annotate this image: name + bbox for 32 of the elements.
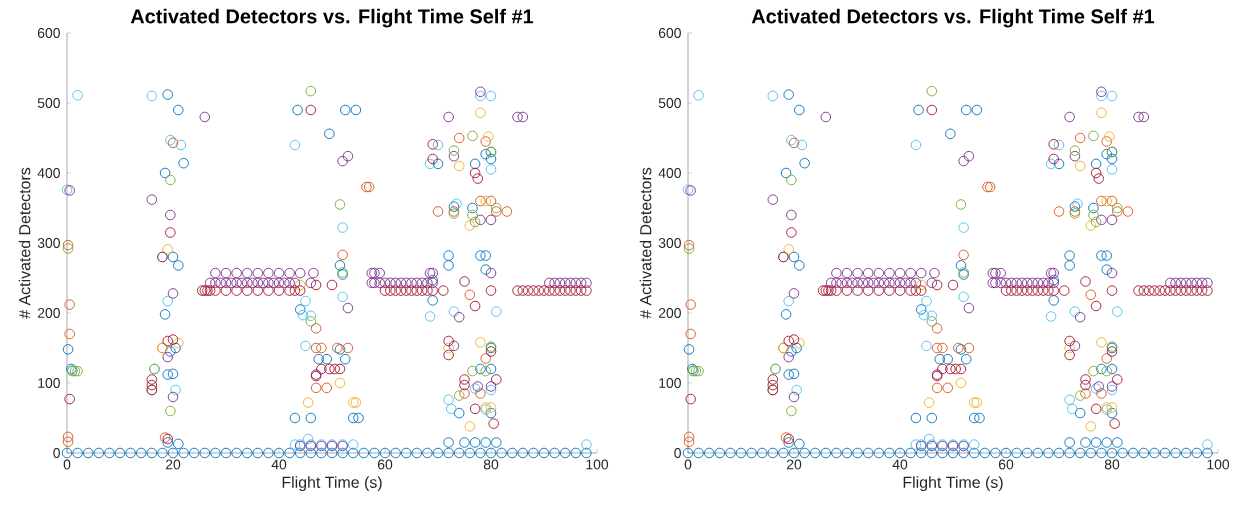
chart-title: Activated Detectors vs. Flight Time Self #1	[751, 8, 1155, 28]
y-tick-label: 600	[658, 28, 681, 38]
y-axis-title: # Activated Detectors	[639, 167, 652, 319]
y-tick-label: 0	[53, 448, 60, 458]
y-tick-label: 200	[658, 308, 681, 318]
y-tick-label: 200	[37, 308, 60, 318]
y-tick-label: 500	[37, 98, 60, 108]
x-tick-label: 60	[377, 459, 393, 470]
y-tick-label: 600	[37, 28, 60, 38]
x-tick-label: 40	[271, 459, 287, 470]
y-tick-label: 0	[674, 448, 681, 458]
x-tick-label: 80	[483, 459, 499, 470]
chart-title: Activated Detectors vs. Flight Time Self #1	[130, 8, 534, 28]
y-tick-label: 500	[658, 98, 681, 108]
y-tick-label: 400	[37, 168, 60, 178]
y-tick-label: 400	[658, 168, 681, 178]
x-tick-label: 80	[1104, 459, 1120, 470]
x-tick-label: 0	[63, 459, 71, 470]
x-axis-title: Flight Time (s)	[282, 476, 382, 492]
y-tick-label: 300	[37, 238, 60, 248]
x-axis-title: Flight Time (s)	[903, 476, 1003, 492]
y-axis-title: # Activated Detectors	[18, 167, 31, 319]
y-tick-label: 100	[38, 378, 60, 388]
x-tick-label: 100	[586, 459, 609, 470]
x-tick-label: 20	[786, 459, 802, 470]
x-tick-label: 0	[684, 459, 692, 470]
x-tick-label: 60	[998, 459, 1014, 470]
x-tick-label: 100	[1207, 459, 1230, 470]
x-tick-label: 40	[892, 459, 908, 470]
y-tick-label: 300	[658, 238, 681, 248]
y-tick-label: 100	[659, 378, 681, 388]
x-tick-label: 20	[165, 459, 181, 470]
